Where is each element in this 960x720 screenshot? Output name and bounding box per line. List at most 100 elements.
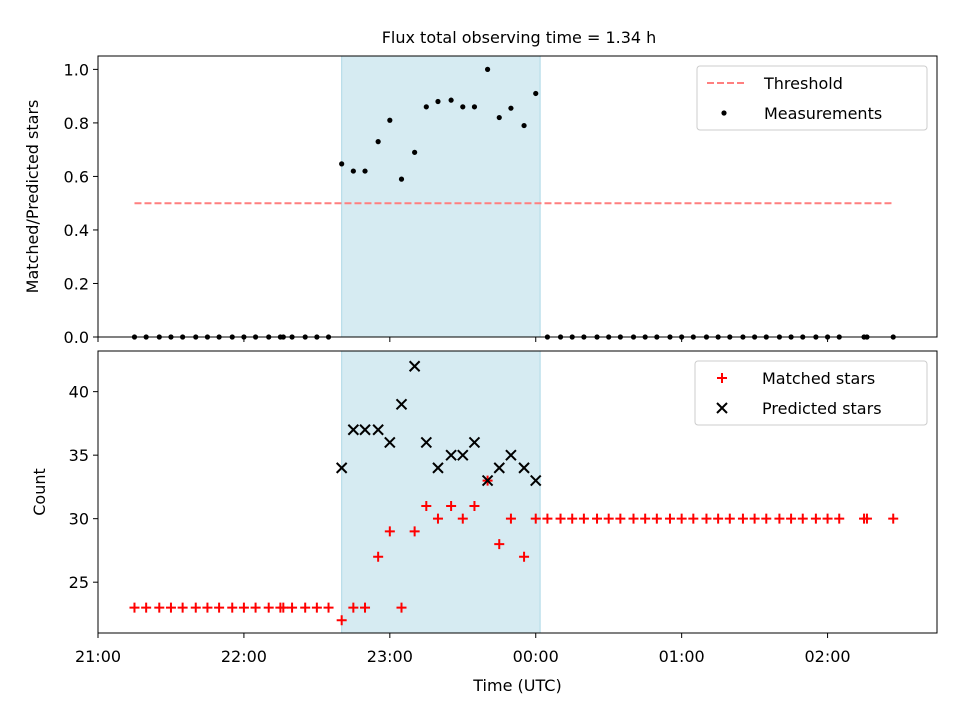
matched-stars-point [238,602,249,613]
predicted-stars-point [518,462,530,474]
matched-stars-point [384,526,395,537]
legend-predicted-swatch [716,402,728,414]
matched-stars-point [530,513,541,524]
legend-label: Measurements [764,104,882,123]
legend-label: Matched stars [762,369,875,388]
matched-stars-point [300,602,311,613]
matched-stars-point [774,513,785,524]
x-tick-label: 02:00 [805,647,851,666]
y-axis-label: Matched/Predicted stars [23,100,42,294]
y-tick-label: 0.6 [64,167,89,186]
matched-stars-point [676,513,687,524]
matched-stars-point [278,602,289,613]
measurement-point [412,149,418,155]
matched-stars-point [592,513,603,524]
matched-stars-point [724,513,735,524]
predicted-stars-point [481,474,494,487]
y-tick-label: 30 [69,510,89,529]
legend-label: Predicted stars [762,399,882,418]
matched-stars-point [494,539,505,550]
measurement-point [496,114,502,121]
matched-stars-point [797,513,808,524]
matched-stars-point [888,513,899,524]
measurement-point [350,168,356,174]
y-tick-label: 40 [69,383,89,402]
matched-stars-point [861,513,872,524]
predicted-stars-point [505,449,517,461]
x-tick-label: 21:00 [75,647,121,666]
y-tick-label: 1.0 [64,60,89,79]
x-tick-label: 23:00 [367,647,413,666]
matched-stars-point [348,602,359,613]
measurement-point [521,122,527,129]
measurement-point [484,66,491,72]
measurement-point [508,105,514,111]
matched-stars-point [628,513,639,524]
matched-stars-point [761,513,772,524]
matched-stars-point [190,602,201,613]
matched-stars-point [457,513,468,524]
matched-stars-point [446,500,457,511]
measurement-point [423,104,429,110]
predicted-stars-point [530,474,542,487]
measurement-point [435,98,441,105]
matched-stars-point [373,551,384,562]
matched-stars-point [141,602,152,613]
predicted-stars-point [420,436,433,449]
legend-label: Threshold [763,74,843,93]
matched-stars-point [810,513,821,524]
matched-stars-point [713,513,724,524]
predicted-stars-point [432,462,444,474]
panel-bottom: 25 30 35 40 21:00 22:00 23:00 00:00 01:00 02:00 Co… [30,350,938,695]
predicted-stars-point [493,462,505,474]
predicted-stars-point [335,462,348,474]
predicted-stars-point [359,424,371,436]
predicted-stars-point [445,449,457,461]
predicted-stars-point [347,424,360,436]
matched-stars-point [615,513,626,524]
matched-stars-point [154,602,165,613]
matched-stars-point [651,513,662,524]
x-tick-label: 00:00 [513,647,559,666]
matched-stars-point [578,513,589,524]
matched-stars-point [469,500,480,511]
matched-stars-point [250,602,261,613]
matched-stars-point [822,513,833,524]
y-tick-label: 0.4 [64,221,89,240]
measurement-point [375,139,381,145]
matched-stars-point [263,602,274,613]
matched-stars-point [311,602,322,613]
matched-stars-point [519,551,530,562]
y-tick-label: 0.8 [64,114,89,133]
legend-box [694,360,928,426]
x-axis-label: Time (UTC) [472,676,561,695]
observing-window-shade [341,55,541,338]
chart-title: Flux total observing time = 1.34 h [382,28,657,47]
y-tick-label: 25 [69,573,89,592]
predicted-stars-point [468,436,481,449]
predicted-stars-point [395,398,408,411]
y-tick-label: 0.2 [64,274,89,293]
matched-stars-point [664,513,675,524]
measurement-point [471,104,478,110]
matched-stars-point [737,513,748,524]
matched-stars-point [396,602,407,613]
matched-stars-point [227,602,238,613]
predicted-stars-point [408,360,421,372]
observing-window-shade [341,350,541,634]
matched-stars-point [129,602,140,613]
matched-stars-point [432,513,443,524]
matched-stars-point [165,602,176,613]
matched-stars-point [505,513,516,524]
measurement-point [398,176,405,182]
x-tick-label: 01:00 [659,647,705,666]
matched-stars-point [749,513,760,524]
matched-stars-point [409,526,420,537]
axes-frame [97,350,938,634]
predicted-stars-point [384,436,396,449]
legend-box [696,65,928,131]
predicted-stars-point [457,449,469,461]
legend-matched-swatch [717,373,727,383]
axes-frame [97,55,938,338]
